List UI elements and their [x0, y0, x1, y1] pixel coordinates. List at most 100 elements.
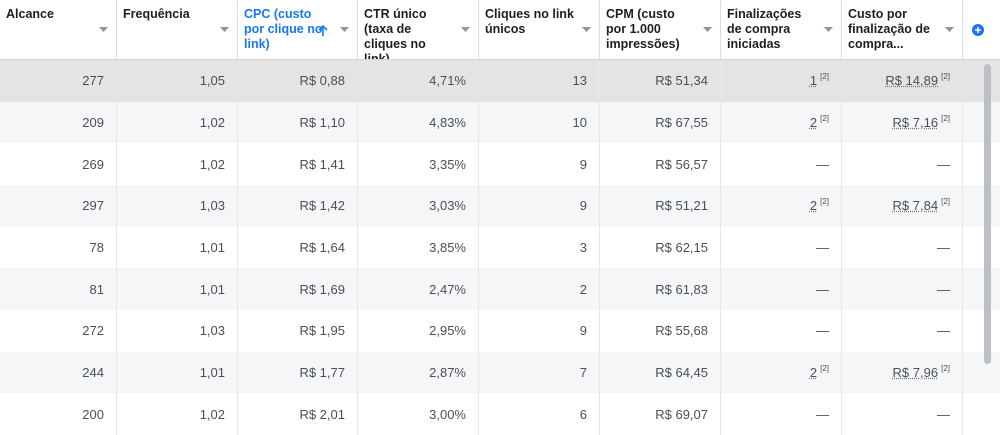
cell-note: [2]: [941, 113, 950, 123]
spacer-cell: [963, 393, 1000, 435]
cell-note: [2]: [820, 72, 829, 82]
table-cell: 3: [479, 226, 600, 269]
spacer-cell: [963, 226, 1000, 269]
table-cell: 200: [0, 393, 117, 435]
table-cell: 2 [2]: [721, 101, 842, 144]
sort-dropdown[interactable]: [461, 27, 470, 32]
table-cell: 2,87%: [358, 351, 479, 394]
sort-dropdown[interactable]: [582, 27, 591, 32]
cell-value[interactable]: R$ 7,96: [892, 364, 939, 380]
cell-value[interactable]: 2: [809, 198, 818, 214]
cell-value[interactable]: 2: [809, 364, 818, 380]
scrollbar[interactable]: [984, 64, 991, 364]
table-cell: 2 [2]: [721, 184, 842, 227]
header-text: CPM (custo por 1.000 impressões): [606, 7, 680, 51]
plus-icon[interactable]: [972, 24, 984, 36]
table-cell: —: [721, 309, 842, 352]
sort-dropdown[interactable]: [824, 27, 833, 32]
header-text: Finalizações de compra iniciadas: [727, 7, 802, 51]
column-header[interactable]: CPM (custo por 1.000 impressões): [600, 0, 721, 60]
table-cell: 9: [479, 309, 600, 352]
cell-value[interactable]: R$ 7,84: [892, 198, 939, 214]
table-cell: 1,01: [117, 268, 238, 310]
table-cell: 272: [0, 309, 117, 352]
cell-value[interactable]: 2: [809, 114, 818, 130]
table-cell: 2 [2]: [721, 351, 842, 394]
table-cell: 269: [0, 143, 117, 185]
spacer-cell: [963, 309, 1000, 352]
table-cell: 3,85%: [358, 226, 479, 269]
table-cell: R$ 7,16 [2]: [842, 101, 963, 144]
spacer-cell: [963, 351, 1000, 394]
cell-value[interactable]: R$ 14,89: [885, 73, 939, 89]
column-header[interactable]: Cliques no link únicos: [479, 0, 600, 60]
table-cell: R$ 67,55: [600, 101, 721, 144]
header-text: CPC (custo por clique no link): [244, 7, 323, 51]
cell-note: [2]: [941, 363, 950, 373]
table-cell: R$ 51,21: [600, 184, 721, 227]
sort-dropdown[interactable]: [945, 27, 954, 32]
column-header[interactable]: Frequência: [117, 0, 238, 60]
table-cell: 1,01: [117, 351, 238, 394]
spacer-cell: [963, 60, 1000, 102]
table-cell: 3,00%: [358, 393, 479, 435]
table-cell: 81: [0, 268, 117, 310]
column-header[interactable]: CTR único (taxa de cliques no link): [358, 0, 479, 60]
column-header[interactable]: CPC (custo por clique no link): [238, 0, 358, 60]
table-cell: 78: [0, 226, 117, 269]
cell-note: [2]: [820, 363, 829, 373]
table-cell: 244: [0, 351, 117, 394]
table-cell: 1,03: [117, 309, 238, 352]
table-cell: R$ 7,96 [2]: [842, 351, 963, 394]
add-column-button[interactable]: [963, 0, 1000, 60]
column-header[interactable]: Custo por finalização de compra...: [842, 0, 963, 60]
table-cell: 10: [479, 101, 600, 144]
spacer-cell: [963, 268, 1000, 310]
table-cell: 4,83%: [358, 101, 479, 144]
table-cell: R$ 1,42: [238, 184, 358, 227]
table-cell: R$ 61,83: [600, 268, 721, 310]
table-cell: 1 [2]: [721, 60, 842, 102]
spacer-cell: [963, 143, 1000, 185]
cell-note: [2]: [820, 197, 829, 207]
table-cell: 3,35%: [358, 143, 479, 185]
table-cell: —: [721, 393, 842, 435]
cell-value[interactable]: R$ 7,16: [892, 114, 939, 130]
table-cell: R$ 1,41: [238, 143, 358, 185]
table-cell: 3,03%: [358, 184, 479, 227]
table-cell: —: [842, 226, 963, 269]
header-text: Frequência: [123, 7, 190, 21]
table-cell: 1,02: [117, 101, 238, 144]
table-cell: 1,05: [117, 60, 238, 102]
sort-dropdown[interactable]: [703, 27, 712, 32]
cell-note: [2]: [820, 113, 829, 123]
table-cell: 7: [479, 351, 600, 394]
table-cell: —: [842, 309, 963, 352]
table-cell: 2,95%: [358, 309, 479, 352]
table-cell: 2: [479, 268, 600, 310]
table-cell: 297: [0, 184, 117, 227]
table-cell: 9: [479, 143, 600, 185]
cell-note: [2]: [941, 72, 950, 82]
table-cell: R$ 1,10: [238, 101, 358, 144]
table-cell: 209: [0, 101, 117, 144]
sort-dropdown[interactable]: [99, 27, 108, 32]
table-cell: —: [721, 268, 842, 310]
table-cell: R$ 69,07: [600, 393, 721, 435]
cell-note: [2]: [941, 197, 950, 207]
spacer-cell: [963, 184, 1000, 227]
table-cell: R$ 1,69: [238, 268, 358, 310]
sort-arrow: [318, 25, 328, 36]
spacer-cell: [963, 101, 1000, 144]
column-header[interactable]: Alcance: [0, 0, 117, 60]
cell-value[interactable]: 1: [809, 73, 818, 89]
header-text: CTR único (taxa de cliques no link): [364, 7, 427, 60]
table-cell: —: [842, 393, 963, 435]
column-header[interactable]: Finalizações de compra iniciadas: [721, 0, 842, 60]
table-cell: 9: [479, 184, 600, 227]
sort-dropdown[interactable]: [220, 27, 229, 32]
sort-dropdown[interactable]: [340, 27, 349, 32]
table-cell: R$ 1,77: [238, 351, 358, 394]
